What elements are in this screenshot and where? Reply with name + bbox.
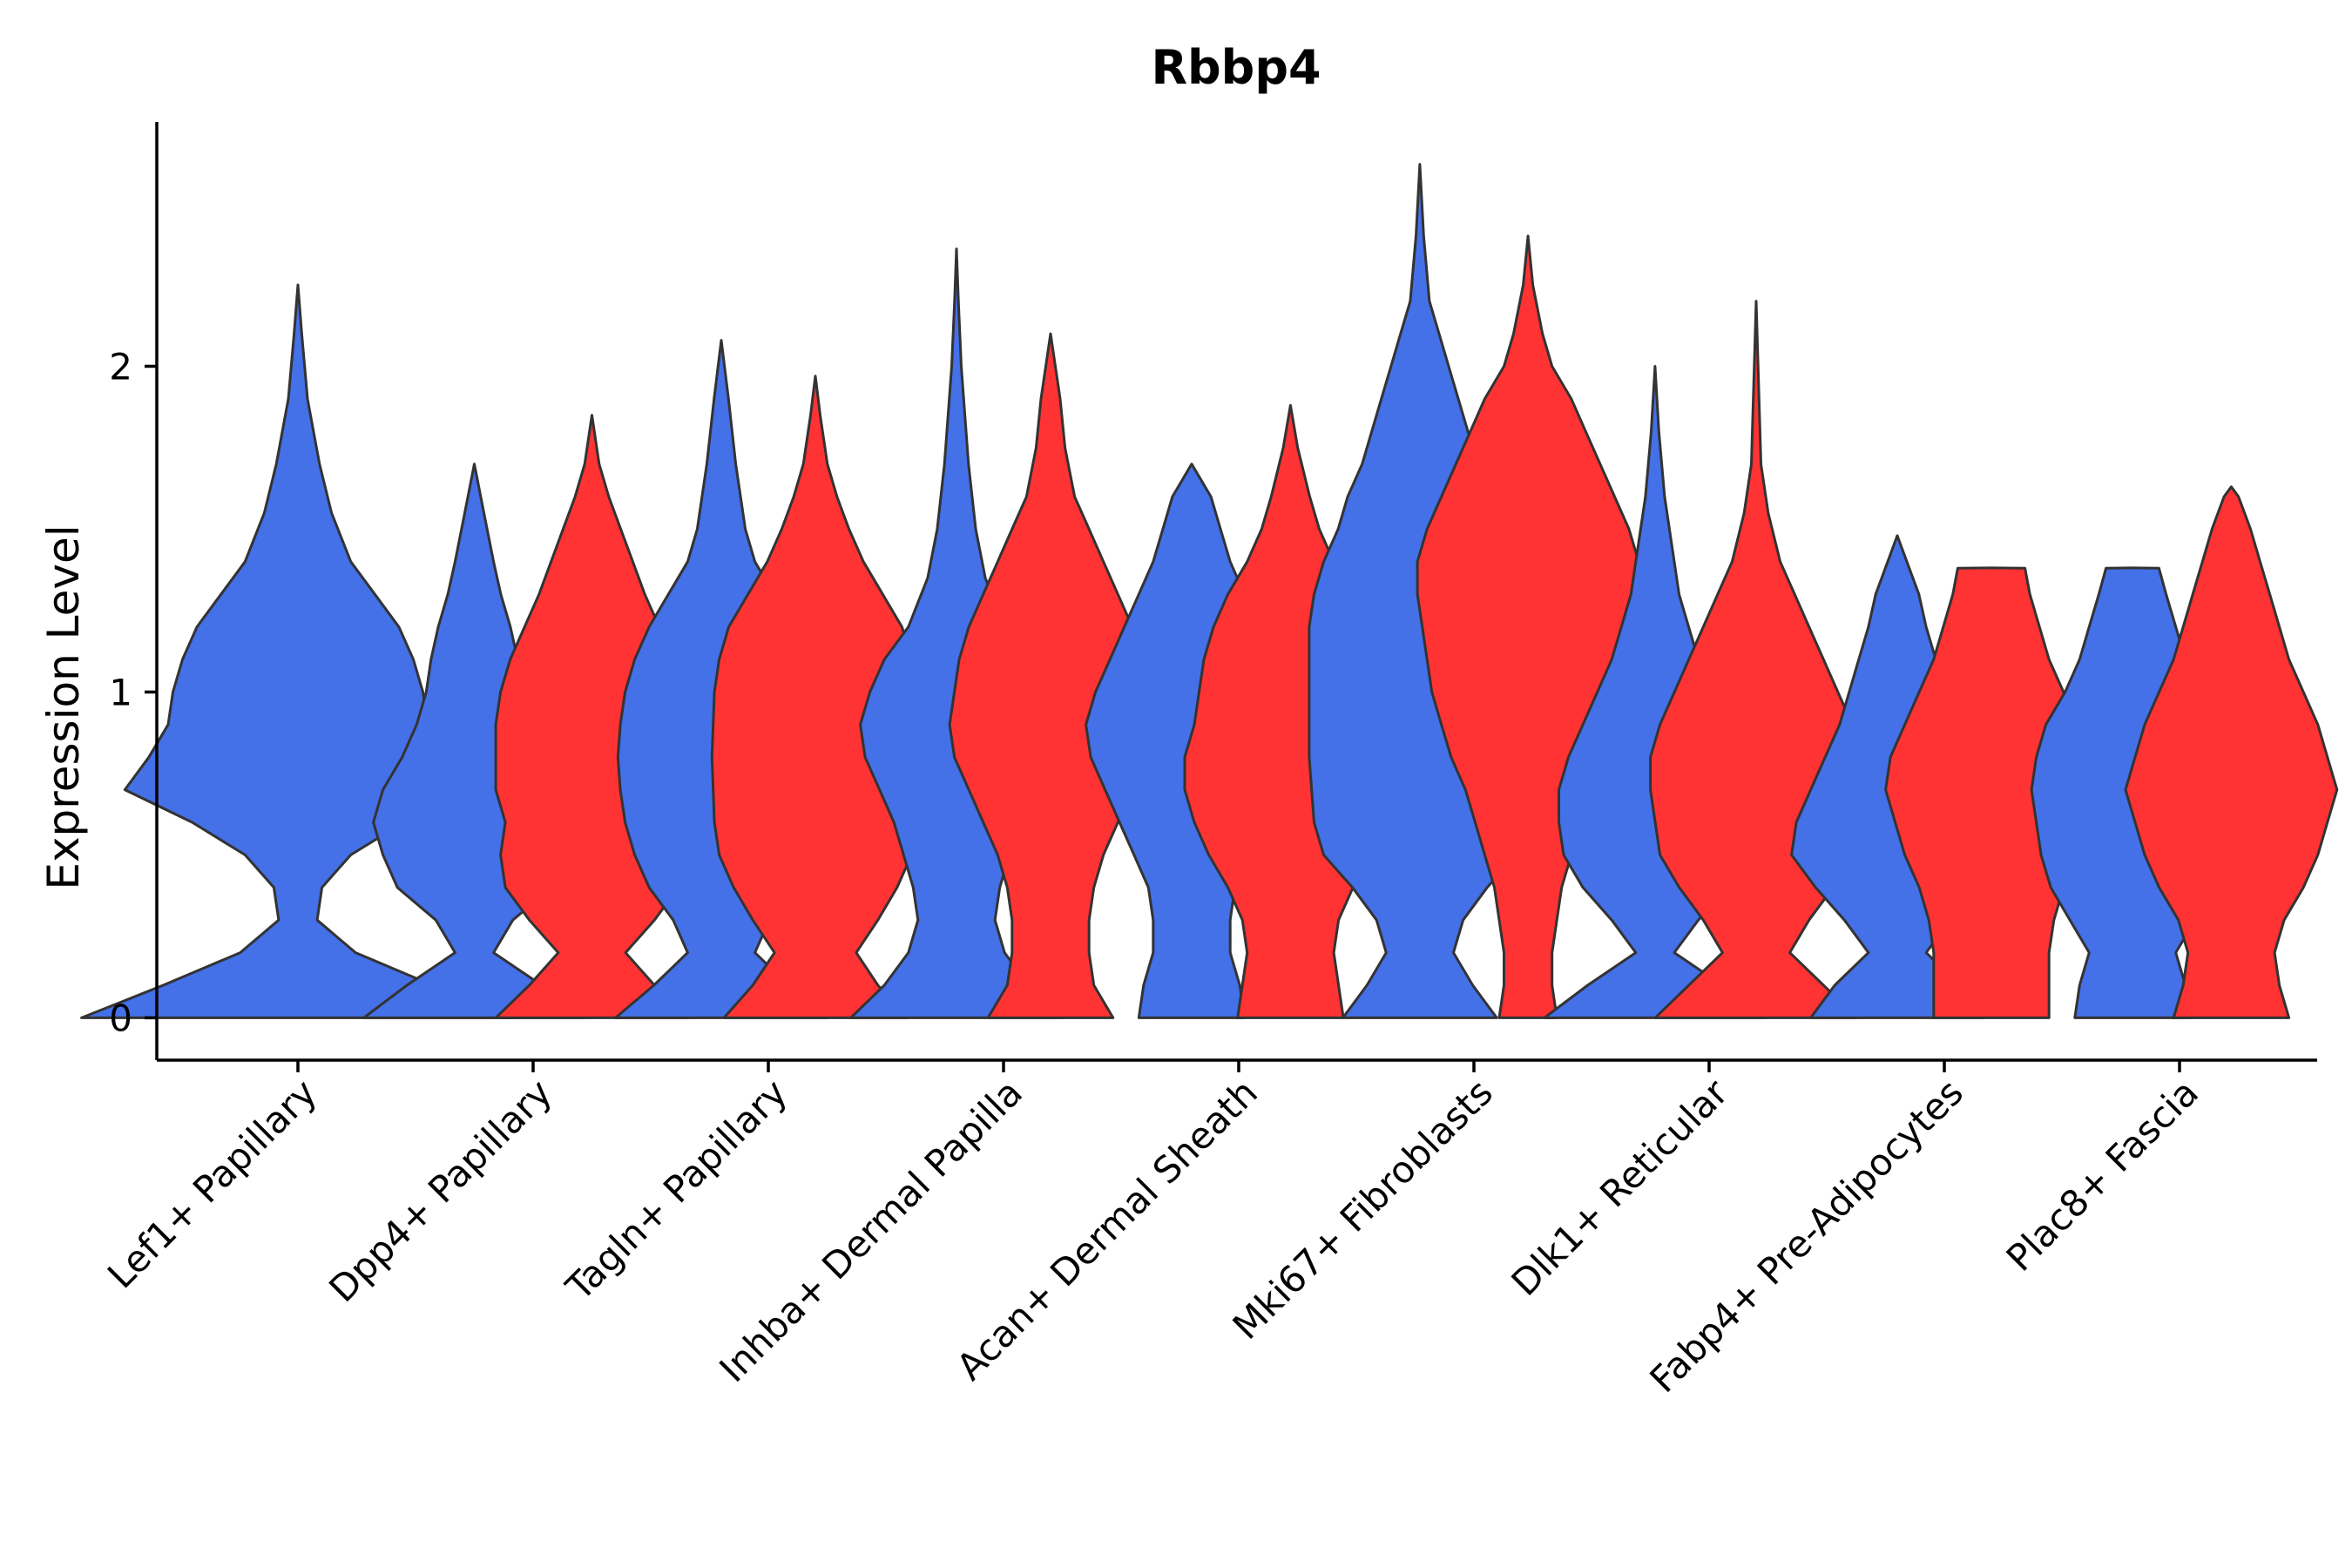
y-axis-ticks: 0 1 2 <box>109 345 157 1039</box>
violin-red-8 <box>2124 485 2339 1019</box>
y-tick-label: 0 <box>109 997 132 1039</box>
y-axis-label: Expression Level <box>38 524 89 889</box>
chart-title: Rbbp4 <box>1151 40 1321 95</box>
x-tick-label: Lef1+ Papillary <box>99 1071 325 1296</box>
x-tick-label: Mki67+ Fibroblasts <box>1225 1071 1501 1347</box>
y-tick-label: 1 <box>109 671 132 713</box>
x-tick-label: Dlk1+ Reticular <box>1504 1071 1737 1304</box>
violin-layer <box>80 163 2339 1019</box>
y-tick-label: 2 <box>109 345 132 388</box>
x-tick-label: Dpp4+ Papillary <box>321 1071 560 1310</box>
x-tick-label: Plac8+ Fascia <box>1998 1071 2207 1279</box>
x-tick-label: Tagln+ Papillary <box>558 1071 795 1308</box>
